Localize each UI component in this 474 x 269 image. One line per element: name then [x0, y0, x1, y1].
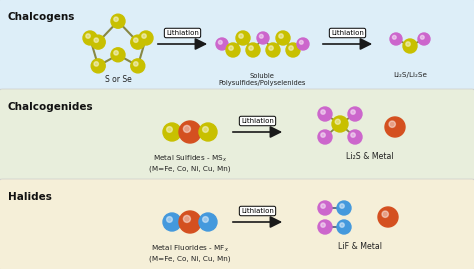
Circle shape [337, 220, 351, 234]
Text: Chalcogens: Chalcogens [8, 12, 75, 22]
Text: Li₂S & Metal: Li₂S & Metal [346, 152, 394, 161]
Circle shape [179, 121, 201, 143]
Text: Lithiation: Lithiation [166, 30, 199, 36]
Circle shape [269, 46, 273, 50]
Circle shape [332, 116, 348, 132]
Text: Soluble
Polysulfides/Polyselenides: Soluble Polysulfides/Polyselenides [219, 73, 306, 86]
Circle shape [166, 217, 173, 222]
Circle shape [139, 31, 153, 45]
Circle shape [199, 213, 217, 231]
Text: Halides: Halides [8, 192, 52, 202]
Circle shape [297, 38, 309, 50]
Circle shape [111, 14, 125, 28]
Text: Metal Fluorides - MF$_x$
(M=Fe, Co, Ni, Cu, Mn): Metal Fluorides - MF$_x$ (M=Fe, Co, Ni, … [149, 244, 231, 262]
Text: Metal Sulfides - MS$_x$
(M=Fe, Co, Ni, Cu, Mn): Metal Sulfides - MS$_x$ (M=Fe, Co, Ni, C… [149, 154, 231, 172]
Circle shape [114, 51, 118, 55]
Circle shape [239, 34, 243, 38]
Circle shape [183, 125, 191, 132]
Circle shape [219, 40, 222, 44]
Text: LiF & Metal: LiF & Metal [338, 242, 382, 251]
Text: Lithiation: Lithiation [241, 208, 274, 214]
Circle shape [91, 59, 105, 73]
Circle shape [318, 220, 332, 234]
Circle shape [163, 123, 181, 141]
Circle shape [335, 119, 340, 124]
Text: Lithiation: Lithiation [331, 30, 364, 36]
Circle shape [318, 201, 332, 215]
Circle shape [94, 62, 99, 66]
Circle shape [179, 211, 201, 233]
Circle shape [378, 207, 398, 227]
Circle shape [226, 43, 240, 57]
Circle shape [351, 133, 356, 137]
Text: S or Se: S or Se [105, 76, 131, 84]
Circle shape [134, 62, 138, 66]
Circle shape [91, 35, 105, 49]
Circle shape [236, 31, 250, 45]
Circle shape [202, 127, 209, 132]
Circle shape [318, 130, 332, 144]
Circle shape [289, 46, 293, 50]
Circle shape [114, 17, 118, 22]
Circle shape [142, 34, 146, 38]
Circle shape [351, 110, 356, 114]
Circle shape [337, 201, 351, 215]
Text: Li₂S/Li₂Se: Li₂S/Li₂Se [393, 72, 427, 78]
Circle shape [257, 32, 269, 44]
Circle shape [340, 223, 344, 227]
Circle shape [403, 39, 417, 53]
Circle shape [286, 43, 300, 57]
Circle shape [199, 123, 217, 141]
Text: Chalcogenides: Chalcogenides [8, 102, 94, 112]
Circle shape [246, 43, 260, 57]
FancyBboxPatch shape [0, 179, 474, 269]
Circle shape [83, 31, 97, 45]
Circle shape [318, 107, 332, 121]
Circle shape [321, 223, 325, 227]
Circle shape [202, 217, 209, 222]
FancyBboxPatch shape [0, 89, 474, 180]
Circle shape [163, 213, 181, 231]
Circle shape [259, 34, 263, 38]
Circle shape [94, 38, 99, 43]
Circle shape [134, 38, 138, 43]
Circle shape [183, 215, 191, 222]
Circle shape [385, 117, 405, 137]
Circle shape [86, 34, 90, 38]
Circle shape [382, 211, 388, 217]
Circle shape [420, 36, 424, 39]
Circle shape [406, 42, 410, 46]
Circle shape [111, 48, 125, 62]
Circle shape [216, 38, 228, 50]
Circle shape [266, 43, 280, 57]
Text: Lithiation: Lithiation [241, 118, 274, 124]
Circle shape [300, 40, 303, 44]
Circle shape [392, 36, 396, 39]
Circle shape [418, 33, 430, 45]
Circle shape [348, 107, 362, 121]
Circle shape [348, 130, 362, 144]
Circle shape [321, 204, 325, 208]
Circle shape [229, 46, 233, 50]
Circle shape [321, 110, 325, 114]
Circle shape [131, 59, 145, 73]
Circle shape [166, 127, 173, 132]
Circle shape [131, 35, 145, 49]
Circle shape [390, 33, 402, 45]
Circle shape [249, 46, 253, 50]
Circle shape [276, 31, 290, 45]
Circle shape [340, 204, 344, 208]
Circle shape [279, 34, 283, 38]
Circle shape [321, 133, 325, 137]
FancyBboxPatch shape [0, 0, 474, 90]
Circle shape [389, 121, 395, 128]
